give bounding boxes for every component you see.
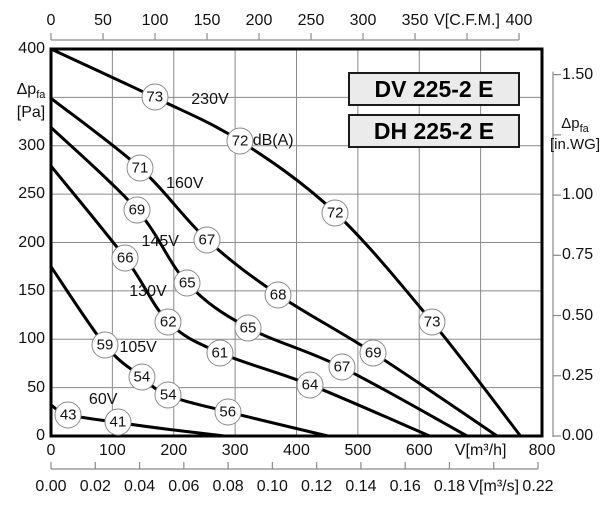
inwg-tick-label: 1.00 xyxy=(562,186,594,204)
right-axis-title: Δpfa [in.WG] xyxy=(550,116,600,153)
model-box-dv-label: DV 225-2 E xyxy=(374,75,494,102)
dba-unit-label: dB(A) xyxy=(252,131,294,149)
cfm-tick-label: 200 xyxy=(245,12,273,29)
m3s-tick-label: 0.02 xyxy=(79,478,111,495)
pa-tick-label: 100 xyxy=(18,330,45,348)
db-bubble: 67 xyxy=(328,353,356,381)
m3s-tick-label: 0.00 xyxy=(35,478,67,495)
db-bubble: 72 xyxy=(226,127,254,155)
db-bubble: 43 xyxy=(54,401,82,429)
pa-tick-label: 0 xyxy=(36,427,45,444)
left-axis-unit: [Pa] xyxy=(16,104,46,122)
m3s-tick-label: 0.12 xyxy=(301,478,333,495)
pa-tick-label: 400 xyxy=(18,40,45,57)
m3s-tick-label: 0.06 xyxy=(168,478,200,495)
curve-145v xyxy=(49,125,469,438)
pa-tick-label: 200 xyxy=(18,233,45,251)
cfm-tick-label: 150 xyxy=(193,12,221,29)
m3h-tick-label: 400 xyxy=(283,442,310,459)
inwg-tick-label: 1.50 xyxy=(562,65,594,83)
m3h-tick-label: 600 xyxy=(405,442,433,459)
right-axis-symbol: Δpfa xyxy=(561,115,589,136)
m3h-tick-label: 100 xyxy=(99,442,126,459)
plot-border xyxy=(49,47,544,438)
pa-tick-label: 300 xyxy=(18,136,45,154)
m3s-tick-label: 0.10 xyxy=(256,478,288,495)
m3s-tick-label: 0.16 xyxy=(389,478,421,495)
m3s-tick-label: 0.18 xyxy=(433,478,466,495)
inwg-tick-label: 0.50 xyxy=(562,306,594,324)
cfm-tick-label: 300 xyxy=(349,12,377,29)
inwg-tick-label: 0.25 xyxy=(562,366,594,384)
pa-tick-label: 150 xyxy=(18,281,45,299)
curve-label-60v: 60V xyxy=(88,391,118,409)
db-bubble: 64 xyxy=(296,371,324,399)
curve-105v xyxy=(49,265,330,438)
cfm-tick-label: 400 xyxy=(505,12,533,29)
inwg-tick-label: 0.00 xyxy=(562,427,594,444)
m3s-tick-label: 0.22 xyxy=(522,478,554,495)
m3s-tick-label: 0.14 xyxy=(345,478,377,495)
left-axis-title: Δpfa [Pa] xyxy=(12,81,50,121)
curve-label-145v: 145V xyxy=(141,232,179,250)
db-bubble: 66 xyxy=(111,244,139,272)
db-bubble: 72 xyxy=(321,199,349,226)
db-bubble: 61 xyxy=(206,339,234,367)
left-axis-symbol: Δpfa xyxy=(16,81,46,102)
db-bubble: 65 xyxy=(234,314,262,342)
m3s-tick-label: 0.04 xyxy=(123,478,156,495)
cfm-tick-label: 0 xyxy=(46,12,56,29)
m3h-tick-label: 800 xyxy=(528,442,556,459)
m3h-tick-label: 0 xyxy=(46,442,56,459)
model-box-dh-label: DH 225-2 E xyxy=(373,117,495,144)
db-bubble: 54 xyxy=(154,381,182,409)
m3s-tick-label: 0.08 xyxy=(212,478,244,495)
curve-label-160v: 160V xyxy=(166,175,204,193)
pa-tick-label: 50 xyxy=(27,378,45,396)
db-bubble: 71 xyxy=(126,154,154,182)
curve-label-230v: 230V xyxy=(191,91,229,109)
db-bubble: 73 xyxy=(418,308,446,336)
m3h-tick-label: 200 xyxy=(160,442,188,459)
cfm-tick-label: 50 xyxy=(94,12,112,29)
db-bubble: 68 xyxy=(264,281,292,309)
curve-label-130v: 130V xyxy=(129,282,167,300)
db-bubble: 56 xyxy=(214,398,242,426)
cfm-tick-label: 250 xyxy=(297,12,325,29)
db-bubble: 69 xyxy=(359,339,387,367)
db-bubble: 62 xyxy=(154,308,182,336)
pa-tick-label: 250 xyxy=(18,185,45,203)
m3s-tick-label: V[m³/s] xyxy=(468,478,520,495)
db-bubble: 41 xyxy=(104,408,132,436)
model-box-dh: DH 225-2 E xyxy=(348,114,520,148)
m3h-tick-label: 300 xyxy=(221,442,249,459)
db-bubble: 59 xyxy=(91,331,119,359)
cfm-tick-label: 350 xyxy=(401,12,429,29)
m3h-tick-label: V[m³/h] xyxy=(454,442,507,459)
db-bubble: 67 xyxy=(193,226,221,254)
db-bubble: 65 xyxy=(173,269,201,297)
right-axis-unit: [in.WG] xyxy=(550,136,600,153)
curve-130v xyxy=(49,164,432,438)
curve-label-105v: 105V xyxy=(119,338,157,356)
db-bubble: 54 xyxy=(128,363,156,391)
cfm-tick-label: V[C.F.M.] xyxy=(434,12,500,29)
cfm-tick-label: 100 xyxy=(141,12,169,29)
db-bubble: 73 xyxy=(141,83,169,111)
model-box-dv: DV 225-2 E xyxy=(348,72,520,106)
inwg-tick-label: 0.75 xyxy=(562,246,594,264)
db-bubble: 69 xyxy=(123,196,151,224)
m3h-tick-label: 500 xyxy=(344,442,372,459)
